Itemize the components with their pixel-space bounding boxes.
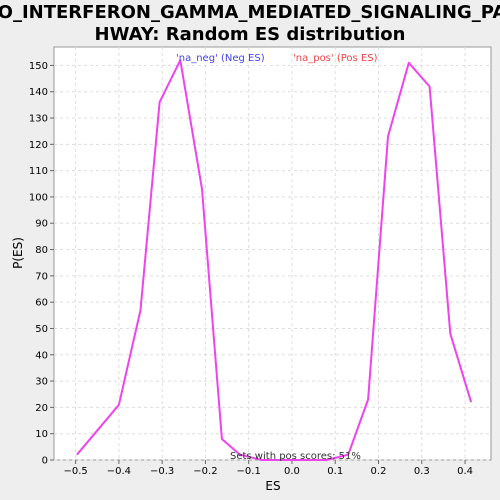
- pos-scores-annotation: Sets with pos scores: 51%: [230, 451, 361, 462]
- x-tick-label: −0.4: [107, 466, 131, 477]
- x-tick-label: 0.0: [284, 466, 300, 477]
- y-tick-label: 80: [35, 245, 48, 256]
- plot-area: [53, 46, 492, 461]
- y-tick-label: 140: [29, 87, 48, 98]
- y-tick-label: 20: [35, 403, 48, 414]
- x-tick-label: 0.1: [327, 466, 343, 477]
- y-tick-label: 110: [29, 166, 48, 177]
- chart-title-line-2: HWAY: Random ES distribution: [95, 24, 406, 45]
- x-tick-label: −0.1: [237, 466, 261, 477]
- y-tick-label: 70: [35, 271, 48, 282]
- y-axis: 0 10 20 30 40 50 60 70 80 90 100 110 120 130 140 150: [29, 61, 54, 467]
- x-tick-label: −0.5: [63, 466, 87, 477]
- series-layer: [76, 59, 473, 461]
- x-tick-label: −0.2: [193, 466, 217, 477]
- y-tick-label: 90: [35, 219, 48, 230]
- legend-pos-label: 'na_pos' (Pos ES): [293, 53, 378, 64]
- x-tick-label: 0.4: [457, 466, 473, 477]
- x-tick-label: 0.3: [414, 466, 430, 477]
- y-tick-label: 120: [29, 140, 48, 151]
- y-tick-label: 60: [35, 298, 48, 309]
- y-tick-label: 10: [35, 429, 48, 440]
- y-tick-label: 150: [29, 61, 48, 72]
- x-axis-label: ES: [265, 479, 280, 493]
- y-tick-label: 30: [35, 377, 48, 388]
- y-tick-label: 0: [42, 456, 48, 467]
- x-axis: −0.5 −0.4 −0.3 −0.2 −0.1 0.0 0.1 0.2 0.3 0.4: [63, 460, 473, 477]
- y-tick-label: 130: [29, 114, 48, 125]
- chart-title-line-1: GO_INTERFERON_GAMMA_MEDIATED_SIGNALING_P…: [0, 2, 500, 23]
- grid: [54, 47, 491, 461]
- x-tick-label: 0.2: [371, 466, 387, 477]
- y-tick-label: 50: [35, 324, 48, 335]
- y-tick-label: 100: [29, 192, 48, 203]
- legend-neg-label: 'na_neg' (Neg ES): [176, 53, 265, 64]
- x-tick-label: −0.3: [150, 466, 174, 477]
- y-tick-label: 40: [35, 350, 48, 361]
- y-axis-label: P(ES): [11, 237, 25, 269]
- es-distribution-line: [76, 59, 473, 461]
